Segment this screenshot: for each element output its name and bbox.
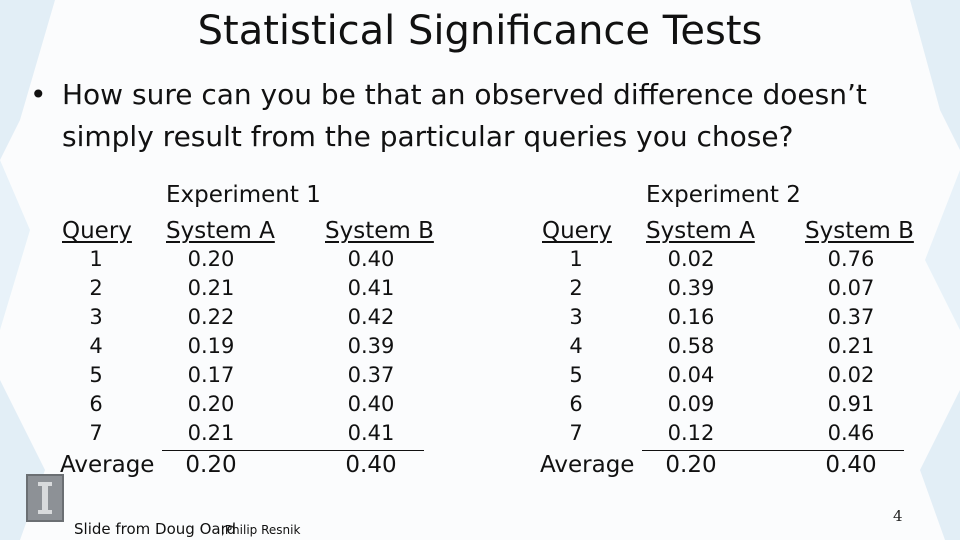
system-b-cell: 0.37 bbox=[347, 363, 395, 387]
system-b-cell: 0.39 bbox=[347, 334, 395, 358]
experiment-title: Experiment 2 bbox=[646, 182, 801, 208]
system-b-cell: 0.37 bbox=[827, 305, 875, 329]
system-a-cell: 0.39 bbox=[667, 276, 715, 300]
system-a-cell: 0.16 bbox=[667, 305, 715, 329]
average-divider bbox=[642, 450, 904, 451]
system-a-cell: 0.21 bbox=[187, 421, 235, 445]
system-b-cell: 0.40 bbox=[347, 247, 395, 271]
system-b-cell: 0.41 bbox=[347, 276, 395, 300]
system-a-cell: 0.19 bbox=[187, 334, 235, 358]
system-a-cell: 0.58 bbox=[667, 334, 715, 358]
query-cell: 7 bbox=[89, 421, 103, 445]
system-b-cell: 0.21 bbox=[827, 334, 875, 358]
system-a-cell: 0.20 bbox=[187, 247, 235, 271]
query-cell: 6 bbox=[89, 392, 103, 416]
system-b-cell: 0.07 bbox=[827, 276, 875, 300]
system-b-cell: 0.46 bbox=[827, 421, 875, 445]
system-a-cell: 0.22 bbox=[187, 305, 235, 329]
average-divider bbox=[162, 450, 424, 451]
query-cell: 5 bbox=[89, 363, 103, 387]
query-cell: 2 bbox=[569, 276, 583, 300]
column-header-query: Query bbox=[62, 218, 132, 244]
system-b-cell: 0.76 bbox=[827, 247, 875, 271]
system-b-cell: 0.42 bbox=[347, 305, 395, 329]
system-a-cell: 0.02 bbox=[667, 247, 715, 271]
query-cell: 3 bbox=[569, 305, 583, 329]
column-header-query: Query bbox=[542, 218, 612, 244]
system-a-cell: 0.20 bbox=[187, 392, 235, 416]
query-cell: 7 bbox=[569, 421, 583, 445]
average-label: Average bbox=[60, 452, 155, 478]
system-a-cell: 0.12 bbox=[667, 421, 715, 445]
average-system-b: 0.40 bbox=[345, 452, 397, 478]
system-a-cell: 0.04 bbox=[667, 363, 715, 387]
query-cell: 3 bbox=[89, 305, 103, 329]
query-cell: 1 bbox=[569, 247, 583, 271]
system-a-cell: 0.17 bbox=[187, 363, 235, 387]
query-cell: 5 bbox=[569, 363, 583, 387]
system-b-cell: 0.91 bbox=[827, 392, 875, 416]
query-cell: 1 bbox=[89, 247, 103, 271]
average-system-b: 0.40 bbox=[825, 452, 877, 478]
university-logo bbox=[26, 474, 64, 522]
page-number: 4 bbox=[893, 507, 903, 525]
query-cell: 4 bbox=[569, 334, 583, 358]
bullet-symbol: • bbox=[30, 78, 47, 111]
bullet-point: • How sure can you be that an observed d… bbox=[30, 74, 910, 158]
experiment-title: Experiment 1 bbox=[166, 182, 321, 208]
system-a-cell: 0.09 bbox=[667, 392, 715, 416]
column-header-system-a: System A bbox=[166, 218, 275, 244]
query-cell: 6 bbox=[569, 392, 583, 416]
column-header-system-b: System B bbox=[805, 218, 914, 244]
column-header-system-b: System B bbox=[325, 218, 434, 244]
slide-title: Statistical Significance Tests bbox=[197, 8, 763, 54]
bullet-text: How sure can you be that an observed dif… bbox=[62, 78, 867, 153]
average-label: Average bbox=[540, 452, 635, 478]
system-a-cell: 0.21 bbox=[187, 276, 235, 300]
slide-credit: Slide from Doug Oard bbox=[74, 520, 236, 538]
average-system-a: 0.20 bbox=[665, 452, 717, 478]
column-header-system-a: System A bbox=[646, 218, 755, 244]
query-cell: 4 bbox=[89, 334, 103, 358]
system-b-cell: 0.02 bbox=[827, 363, 875, 387]
query-cell: 2 bbox=[89, 276, 103, 300]
system-b-cell: 0.41 bbox=[347, 421, 395, 445]
average-system-a: 0.20 bbox=[185, 452, 237, 478]
system-b-cell: 0.40 bbox=[347, 392, 395, 416]
slide-credit-secondary: ,Philip Resnik bbox=[221, 523, 301, 537]
right-decoration bbox=[910, 0, 960, 540]
